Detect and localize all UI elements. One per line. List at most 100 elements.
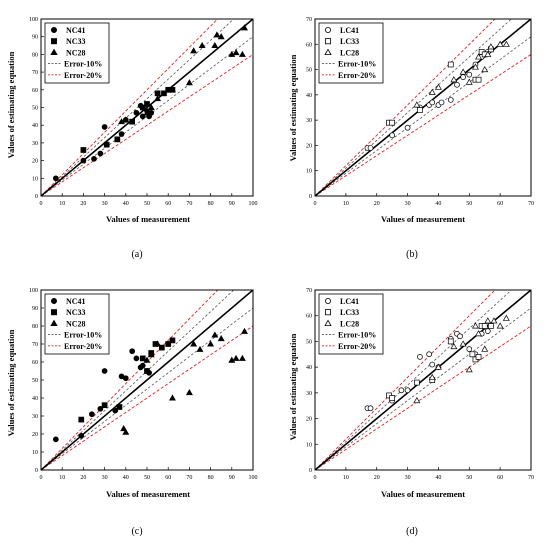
point-nc28-6 <box>185 79 193 86</box>
point-nc41-1 <box>80 157 87 164</box>
error-10-upper-line-b <box>315 19 512 196</box>
point-nc33-1 <box>101 402 108 409</box>
point-nc28-6 <box>185 389 193 396</box>
x-tick-label-b-5: 50 <box>466 201 472 207</box>
point-lc41-8 <box>438 99 445 106</box>
x-tick-label-c-0: 0 <box>40 475 43 481</box>
point-nc33-4 <box>144 368 150 374</box>
point-nc33-4 <box>139 104 146 111</box>
error-10-lower-line-d <box>315 307 531 470</box>
reference-lines-d <box>315 290 531 470</box>
error-20-lower-line-a <box>41 54 253 196</box>
point-lc41-6 <box>426 351 433 358</box>
legend-label-lc41: LC41 <box>340 26 359 35</box>
point-lc28-8 <box>481 345 489 352</box>
point-nc28-1 <box>122 116 130 123</box>
y-tick-label-c-3: 30 <box>32 414 38 420</box>
point-lc41-10 <box>454 81 460 88</box>
point-nc41-6 <box>118 131 125 137</box>
point-lc28-2 <box>434 83 442 90</box>
point-lc28-2 <box>434 363 442 370</box>
point-lc41-15 <box>484 328 491 334</box>
x-tick-label-c-8: 80 <box>208 475 214 481</box>
y-tick-label-d-0: 0 <box>309 468 312 474</box>
point-lc33-2 <box>417 107 423 113</box>
point-lc28-10 <box>487 43 495 50</box>
point-lc28-10 <box>490 317 498 324</box>
panel-c: (c) Values of measurement Values of esti… <box>6 288 258 537</box>
point-nc28-4 <box>154 95 162 102</box>
series-lc33-b <box>386 46 494 126</box>
x-tick-label-c-5: 50 <box>144 475 150 481</box>
legend-label-lc33: LC33 <box>340 308 359 317</box>
point-lc28-0 <box>413 101 421 108</box>
x-tick-label-c-1: 10 <box>59 475 65 481</box>
point-nc41-11 <box>139 362 146 369</box>
legend-marker-lc33 <box>324 38 331 45</box>
x-tick-label-b-1: 10 <box>343 201 349 207</box>
series-nc28-c <box>120 327 248 435</box>
series-lc28-b <box>413 40 510 108</box>
ylabel-d: Values of estimating equation <box>288 333 298 440</box>
point-nc28-3 <box>147 103 155 111</box>
legend-label-nc41: NC41 <box>66 26 86 35</box>
y-tick-label-b-3: 30 <box>306 118 312 124</box>
series-lc41-b <box>364 49 491 151</box>
y-tick-label-a-4: 40 <box>32 123 38 129</box>
series-lc41-d <box>364 328 491 412</box>
x-tick-label-b-6: 60 <box>497 201 503 207</box>
x-tick-label-b-4: 40 <box>435 201 441 207</box>
point-lc28-9 <box>484 317 492 324</box>
y-tick-label-b-4: 40 <box>306 93 312 99</box>
legend-label-nc33: NC33 <box>66 37 86 46</box>
point-lc41-6 <box>429 99 436 106</box>
legend-label-error-10: Error-10% <box>64 60 102 69</box>
y-tick-label-d-5: 50 <box>306 339 312 345</box>
point-nc28-2 <box>143 356 151 363</box>
point-lc28-7 <box>475 53 483 60</box>
x-tick-label-c-7: 70 <box>186 475 192 481</box>
point-nc41-1 <box>78 432 85 439</box>
x-tick-label-a-9: 90 <box>229 201 235 207</box>
point-nc28-14 <box>238 354 246 361</box>
series-nc28-a <box>118 24 248 125</box>
x-tick-label-b-0: 0 <box>314 201 317 207</box>
xlabel-d: Values of measurement <box>381 489 465 499</box>
y-tick-label-c-6: 60 <box>32 360 38 366</box>
x-tick-label-c-4: 40 <box>123 475 129 481</box>
point-lc28-11 <box>496 322 504 329</box>
error-10-upper-line-d <box>315 290 512 470</box>
legend-marker-nc33 <box>51 309 58 316</box>
legend-label-lc41: LC41 <box>340 297 359 306</box>
y-tick-label-b-0: 0 <box>309 194 312 200</box>
caption-a: (a) <box>131 249 142 260</box>
plot-frame-d <box>314 289 532 471</box>
point-nc41-8 <box>133 109 140 116</box>
legend-marker-nc41 <box>51 26 58 33</box>
point-lc41-7 <box>429 361 436 368</box>
point-lc41-12 <box>466 71 473 78</box>
legend-c: NC41 NC33 NC28 Error-10% Error-20% <box>44 293 110 355</box>
x-tick-label-d-2: 20 <box>374 475 380 481</box>
y-tick-label-a-8: 80 <box>32 52 38 58</box>
point-nc28-15 <box>241 24 248 31</box>
legend-marker-nc33 <box>51 38 58 45</box>
legend-label-error-10: Error-10% <box>338 331 376 340</box>
y-tick-label-b-6: 60 <box>306 42 312 48</box>
point-lc28-11 <box>496 40 504 47</box>
error-20-lower-line-c <box>41 325 253 470</box>
legend-label-nc28: NC28 <box>66 319 86 328</box>
y-tick-label-c-8: 80 <box>32 324 38 330</box>
point-lc33-1 <box>389 119 395 126</box>
x-tick-label-c-10: 100 <box>249 475 258 481</box>
x-tick-label-c-9: 90 <box>229 475 235 481</box>
point-lc41-11 <box>460 74 466 81</box>
xlabel-b: Values of measurement <box>381 214 465 224</box>
legend-label-nc28: NC28 <box>66 48 86 57</box>
point-nc28-4 <box>154 340 162 347</box>
y-tick-label-a-6: 60 <box>32 88 38 94</box>
panel-d: (d) Values of measurement Values of esti… <box>288 288 534 537</box>
point-nc33-0 <box>80 147 87 153</box>
point-lc28-6 <box>471 322 479 329</box>
point-nc28-11 <box>217 33 225 40</box>
